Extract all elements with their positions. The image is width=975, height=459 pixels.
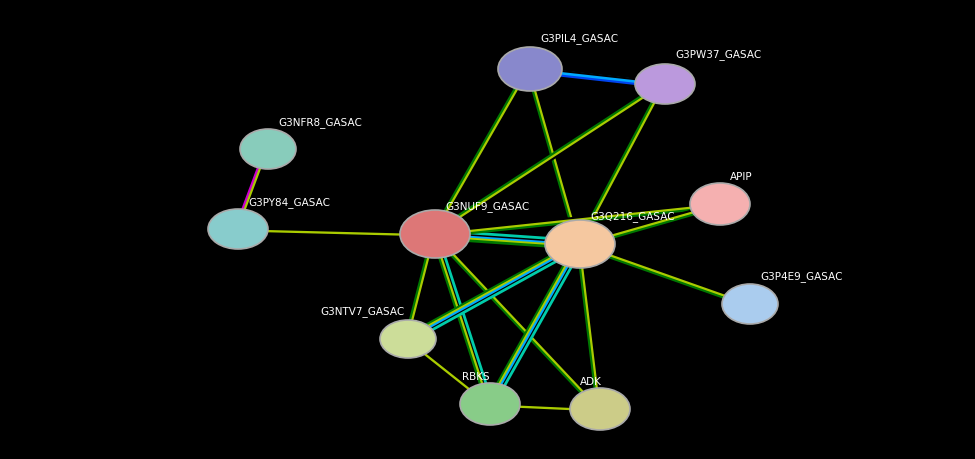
Text: RBKS: RBKS bbox=[462, 371, 489, 381]
Text: APIP: APIP bbox=[730, 172, 753, 182]
Text: G3Q216_GASAC: G3Q216_GASAC bbox=[590, 211, 675, 222]
Ellipse shape bbox=[460, 383, 520, 425]
Text: G3NTV7_GASAC: G3NTV7_GASAC bbox=[320, 305, 405, 316]
Ellipse shape bbox=[400, 211, 470, 258]
Ellipse shape bbox=[722, 285, 778, 325]
Ellipse shape bbox=[498, 48, 562, 92]
Text: G3PY84_GASAC: G3PY84_GASAC bbox=[248, 196, 330, 207]
Text: G3PIL4_GASAC: G3PIL4_GASAC bbox=[540, 33, 618, 44]
Text: G3PW37_GASAC: G3PW37_GASAC bbox=[675, 49, 761, 60]
Text: G3NFR8_GASAC: G3NFR8_GASAC bbox=[278, 117, 362, 128]
Ellipse shape bbox=[635, 65, 695, 105]
Ellipse shape bbox=[380, 320, 436, 358]
Ellipse shape bbox=[208, 210, 268, 249]
Text: ADK: ADK bbox=[580, 376, 602, 386]
Text: G3NUF9_GASAC: G3NUF9_GASAC bbox=[445, 201, 529, 212]
Ellipse shape bbox=[240, 130, 296, 170]
Ellipse shape bbox=[690, 184, 750, 225]
Ellipse shape bbox=[570, 388, 630, 430]
Text: G3P4E9_GASAC: G3P4E9_GASAC bbox=[760, 270, 842, 281]
Ellipse shape bbox=[545, 220, 615, 269]
